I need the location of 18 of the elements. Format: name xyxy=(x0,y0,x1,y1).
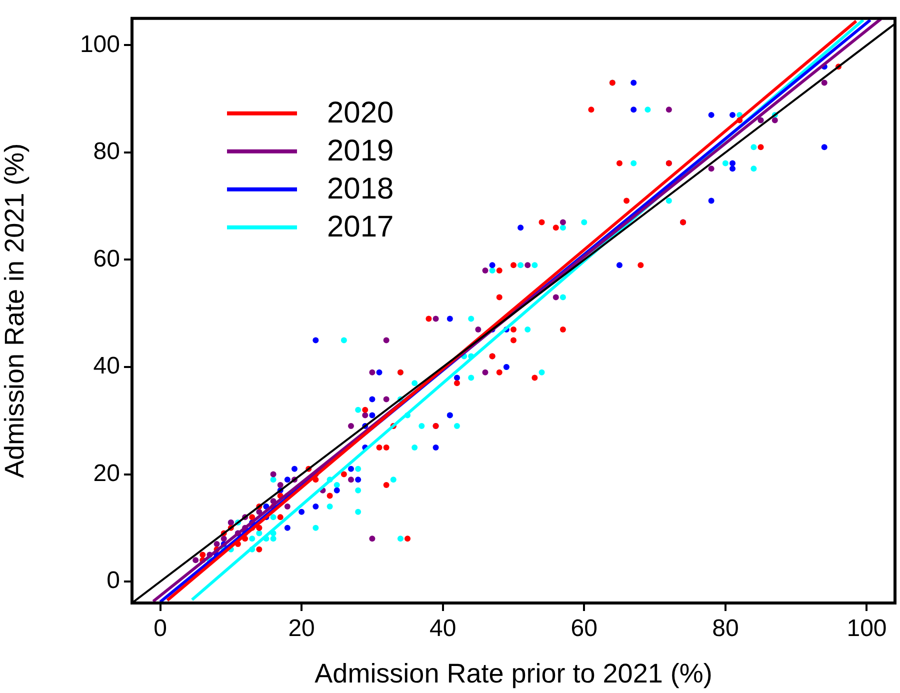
y-tick-label: 80 xyxy=(93,138,120,166)
y-axis-title: Admission Rate in 2021 (%) xyxy=(0,143,30,478)
y-tick-label: 100 xyxy=(80,30,120,58)
x-tick-label: 100 xyxy=(846,615,887,642)
y-tick-label: 40 xyxy=(93,352,120,380)
x-tick-label: 20 xyxy=(288,615,315,642)
legend-label: 2020 xyxy=(327,96,394,130)
legend-label: 2019 xyxy=(327,134,394,168)
y-tick-label: 20 xyxy=(93,460,120,487)
x-tick-label: 40 xyxy=(430,615,456,642)
x-tick-label: 0 xyxy=(154,615,167,642)
x-tick-label: 80 xyxy=(712,615,739,642)
legend-label: 2017 xyxy=(327,210,394,244)
y-tick-label: 60 xyxy=(93,245,120,272)
x-axis-title: Admission Rate prior to 2021 (%) xyxy=(314,658,712,688)
y-tick-label: 0 xyxy=(106,567,120,594)
legend-label: 2018 xyxy=(327,172,394,206)
x-tick-label: 60 xyxy=(570,615,598,642)
